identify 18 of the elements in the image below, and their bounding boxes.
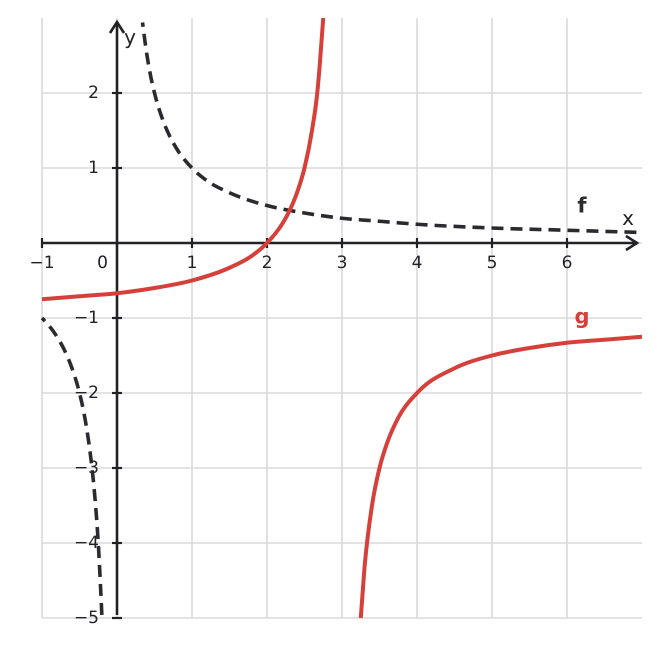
y-tick-label: −4 [74, 533, 99, 553]
x-tick-label: 0 [97, 253, 108, 273]
y-tick-label: 1 [88, 158, 99, 178]
series-label: f [577, 194, 588, 218]
y-tick-label: 2 [88, 83, 99, 103]
x-tick-label: 5 [486, 253, 498, 273]
y-tick-label: −5 [74, 608, 99, 628]
x-tick-label: 2 [262, 253, 272, 273]
x-tick-label: 6 [562, 253, 572, 273]
x-tick-label: −1 [29, 253, 55, 273]
series-label: g [574, 304, 590, 329]
y-axis-title: y [124, 25, 136, 49]
y-tick-label: −2 [74, 383, 99, 403]
x-tick-label: 1 [186, 253, 198, 273]
x-axis-title: x [622, 206, 634, 230]
x-tick-label: 3 [336, 253, 348, 273]
x-tick-label: 4 [412, 253, 422, 273]
y-tick-label: −1 [74, 308, 99, 328]
